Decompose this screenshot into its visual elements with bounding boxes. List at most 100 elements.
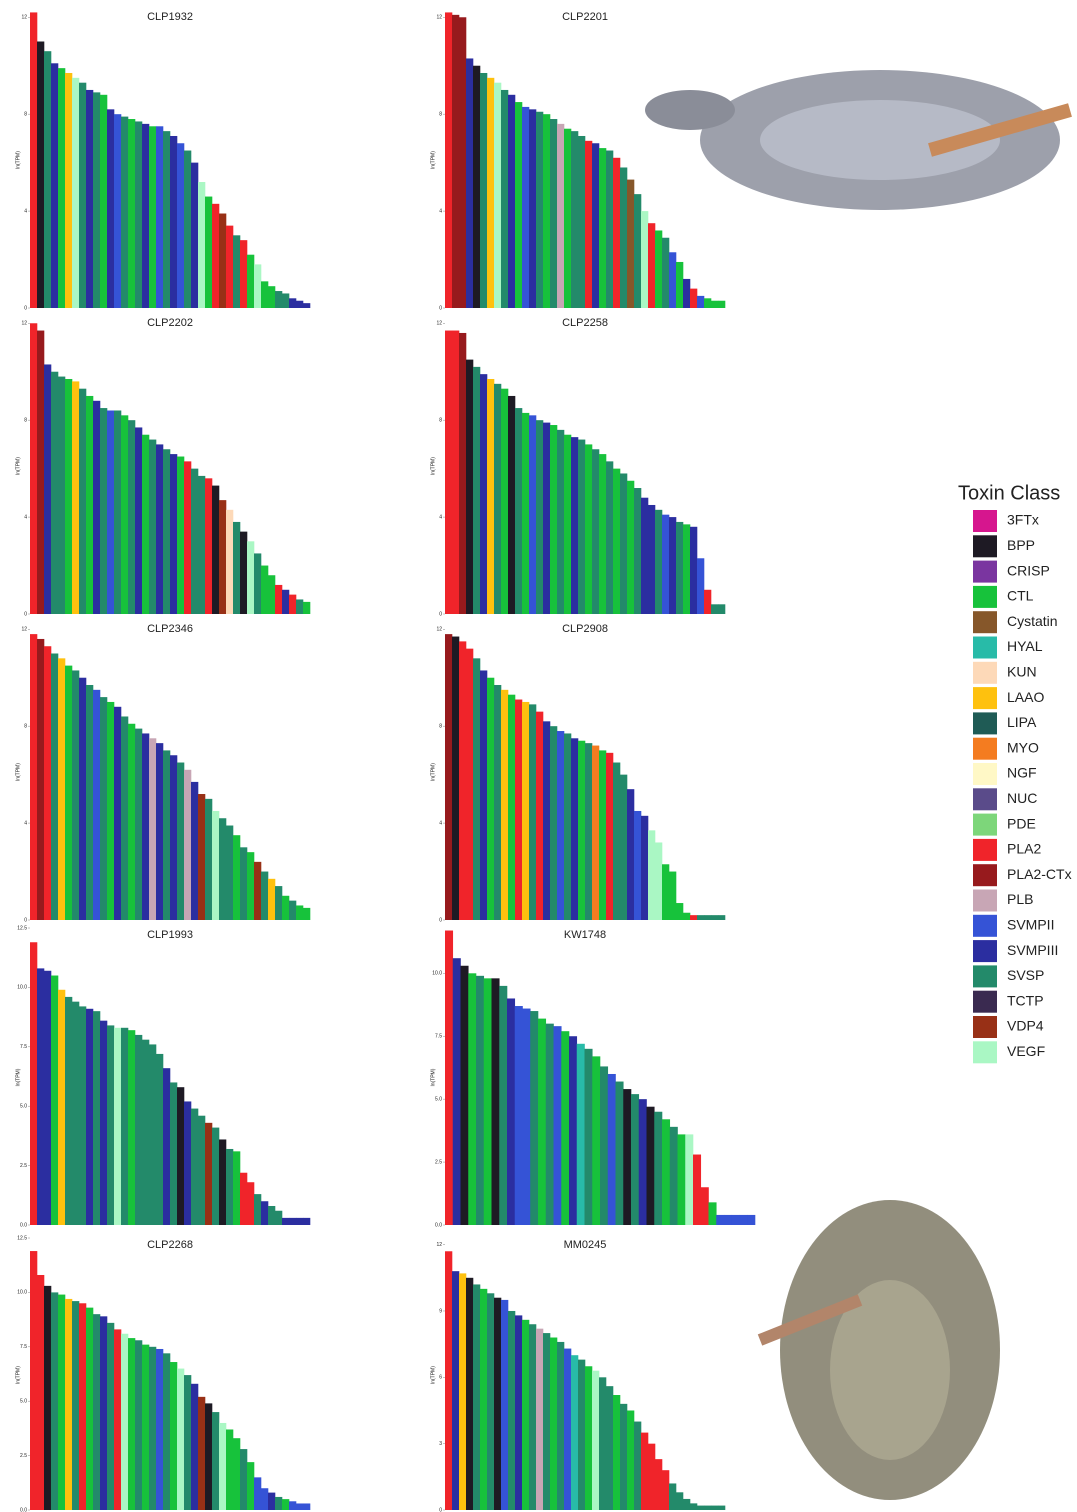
y-tick-label: 5.0 [20,1399,27,1405]
bar [641,816,648,920]
bar [631,1094,639,1225]
bar [282,1218,289,1225]
bar [37,639,44,920]
bar [128,1030,135,1225]
bar [44,1286,51,1510]
bar [219,1423,226,1510]
y-tick-label: 4 [439,208,442,214]
bar [494,384,501,614]
bar [212,1412,219,1510]
legend-label: CTL [1007,588,1034,604]
bar [557,731,564,920]
bar [599,454,606,614]
legend-swatch [973,738,997,760]
bar [247,541,254,614]
bar [51,372,58,614]
bar [163,131,170,308]
bar [564,435,571,614]
bar [289,1218,296,1225]
legend-swatch [973,611,997,633]
bar [530,1011,538,1225]
bar [487,78,494,308]
bar [170,1362,177,1510]
bar [655,842,662,920]
bar [170,454,177,614]
bar [198,794,205,920]
bar [487,678,494,920]
bar [191,1109,198,1225]
y-axis-label: ln(TPM) [15,457,21,475]
bar [459,17,466,308]
y-axis-label: ln(TPM) [15,1068,21,1086]
bar [226,826,233,920]
bar [704,915,711,920]
y-tick-label: 12 [436,321,442,327]
y-tick-label: 7.5 [20,1044,27,1050]
y-tick-label: 4 [24,820,27,826]
bar [184,1375,191,1510]
bar [550,726,557,920]
bar [156,1054,163,1225]
bar [219,500,226,614]
bar [156,444,163,614]
legend-label: KUN [1007,664,1037,680]
bar [585,1049,593,1225]
bar [93,1011,100,1225]
bar [205,1403,212,1510]
bar [240,847,247,920]
bar [107,1025,114,1225]
bar [100,697,107,920]
bar [65,379,72,614]
bar [30,1251,37,1510]
bar [669,1483,676,1510]
legend-label: LAAO [1007,689,1044,705]
bar [149,440,156,614]
y-tick-label: 12 [436,627,442,633]
bar [620,775,627,920]
bar [648,830,655,920]
bar [163,1068,170,1225]
bar [296,1503,303,1510]
legend-swatch [973,561,997,583]
bar [452,15,459,308]
bar [522,1320,529,1510]
bar [716,1215,724,1225]
bar [445,1251,452,1510]
bar [100,1021,107,1225]
y-tick-label: 0 [439,305,442,311]
bar [508,1311,515,1510]
bar [72,1301,79,1510]
bar [261,872,268,920]
bar [662,1470,669,1510]
bar [37,41,44,308]
bar [543,114,550,308]
legend-swatch [973,991,997,1013]
y-tick-label: 9 [439,1308,442,1314]
bar [86,1009,93,1225]
bar [608,1074,616,1225]
bar [578,440,585,614]
bar [135,121,142,308]
bar [620,1404,627,1510]
bar [233,1438,240,1510]
legend-label: SVSP [1007,967,1044,983]
chart-title: KW1748 [564,929,606,941]
bar [275,585,282,614]
bar [585,444,592,614]
bar [86,90,93,308]
bar [522,413,529,614]
bar [452,1271,459,1510]
bar [492,978,500,1225]
bar [240,240,247,308]
y-tick-label: 12.5 [17,925,27,931]
bar [711,915,718,920]
bar [648,1444,655,1510]
bar [198,1116,205,1225]
bar [107,702,114,920]
y-tick-label: 8 [439,112,442,118]
bar [44,646,51,920]
legend-label: LIPA [1007,714,1037,730]
bar [592,143,599,308]
chart-title: CLP2908 [562,623,608,635]
y-tick-label: 8 [24,724,27,730]
